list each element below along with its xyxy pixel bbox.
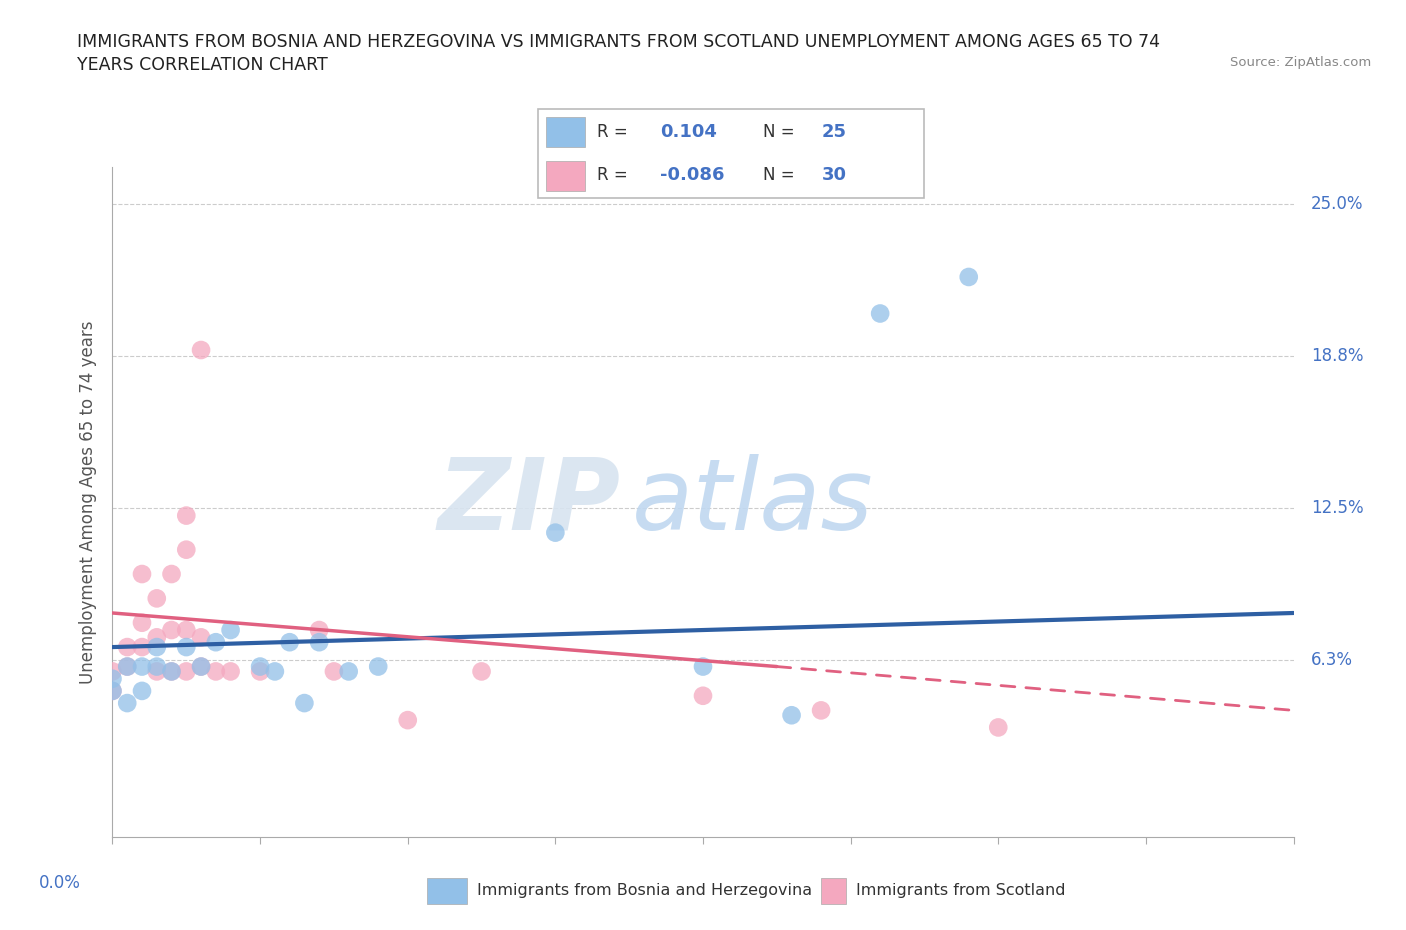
Text: 0.104: 0.104 xyxy=(661,123,717,141)
Point xyxy=(249,659,271,674)
Point xyxy=(264,664,287,679)
Point xyxy=(205,635,228,650)
Point xyxy=(160,664,183,679)
Point xyxy=(160,622,183,637)
Point xyxy=(174,640,197,655)
Text: Immigrants from Scotland: Immigrants from Scotland xyxy=(855,884,1066,898)
Point xyxy=(101,664,124,679)
Text: 12.5%: 12.5% xyxy=(1312,499,1364,517)
Point xyxy=(101,671,124,686)
Point xyxy=(810,703,832,718)
Point xyxy=(780,708,803,723)
Point xyxy=(160,664,183,679)
Point xyxy=(146,591,169,605)
Point xyxy=(101,684,124,698)
Point xyxy=(396,712,419,727)
Point xyxy=(471,664,494,679)
Point xyxy=(278,635,301,650)
FancyBboxPatch shape xyxy=(546,117,585,147)
Point xyxy=(190,630,212,644)
Point xyxy=(174,622,197,637)
Point xyxy=(146,664,169,679)
Text: Source: ZipAtlas.com: Source: ZipAtlas.com xyxy=(1230,56,1371,69)
FancyBboxPatch shape xyxy=(821,878,846,904)
Point xyxy=(131,640,153,655)
Point xyxy=(146,630,169,644)
Point xyxy=(219,664,242,679)
Point xyxy=(292,696,315,711)
Point xyxy=(117,640,138,655)
Point xyxy=(308,635,330,650)
Point xyxy=(190,342,212,357)
Point xyxy=(219,622,242,637)
Point xyxy=(190,659,212,674)
Point xyxy=(146,659,169,674)
Point xyxy=(117,659,138,674)
Point xyxy=(131,616,153,631)
Point xyxy=(692,659,714,674)
Text: 6.3%: 6.3% xyxy=(1312,652,1353,670)
Text: 30: 30 xyxy=(821,166,846,184)
Text: atlas: atlas xyxy=(633,454,873,551)
Text: -0.086: -0.086 xyxy=(661,166,724,184)
Text: 25: 25 xyxy=(821,123,846,141)
Point xyxy=(131,566,153,581)
Point xyxy=(205,664,228,679)
Text: 18.8%: 18.8% xyxy=(1312,347,1364,365)
Point xyxy=(174,664,197,679)
Point xyxy=(131,659,153,674)
Point xyxy=(131,684,153,698)
FancyBboxPatch shape xyxy=(538,109,924,198)
Point xyxy=(337,664,360,679)
FancyBboxPatch shape xyxy=(546,161,585,191)
Point xyxy=(117,659,138,674)
Point xyxy=(367,659,389,674)
Point xyxy=(146,640,169,655)
Text: 0.0%: 0.0% xyxy=(39,874,80,892)
Text: YEARS CORRELATION CHART: YEARS CORRELATION CHART xyxy=(77,56,328,73)
Point xyxy=(692,688,714,703)
Point xyxy=(117,696,138,711)
Y-axis label: Unemployment Among Ages 65 to 74 years: Unemployment Among Ages 65 to 74 years xyxy=(79,321,97,684)
Text: R =: R = xyxy=(598,123,628,141)
Point xyxy=(160,566,183,581)
Point xyxy=(323,664,346,679)
Point xyxy=(174,508,197,523)
Text: N =: N = xyxy=(762,166,794,184)
FancyBboxPatch shape xyxy=(427,878,467,904)
Text: 25.0%: 25.0% xyxy=(1312,195,1364,213)
Point xyxy=(987,720,1010,735)
Point xyxy=(869,306,891,321)
Text: IMMIGRANTS FROM BOSNIA AND HERZEGOVINA VS IMMIGRANTS FROM SCOTLAND UNEMPLOYMENT : IMMIGRANTS FROM BOSNIA AND HERZEGOVINA V… xyxy=(77,33,1160,50)
Point xyxy=(249,664,271,679)
Text: R =: R = xyxy=(598,166,628,184)
Point xyxy=(544,525,567,540)
Point xyxy=(101,684,124,698)
Point xyxy=(174,542,197,557)
Text: ZIP: ZIP xyxy=(437,454,620,551)
Point xyxy=(957,270,980,285)
Point xyxy=(190,659,212,674)
Text: N =: N = xyxy=(762,123,794,141)
Point xyxy=(308,622,330,637)
Text: Immigrants from Bosnia and Herzegovina: Immigrants from Bosnia and Herzegovina xyxy=(477,884,811,898)
